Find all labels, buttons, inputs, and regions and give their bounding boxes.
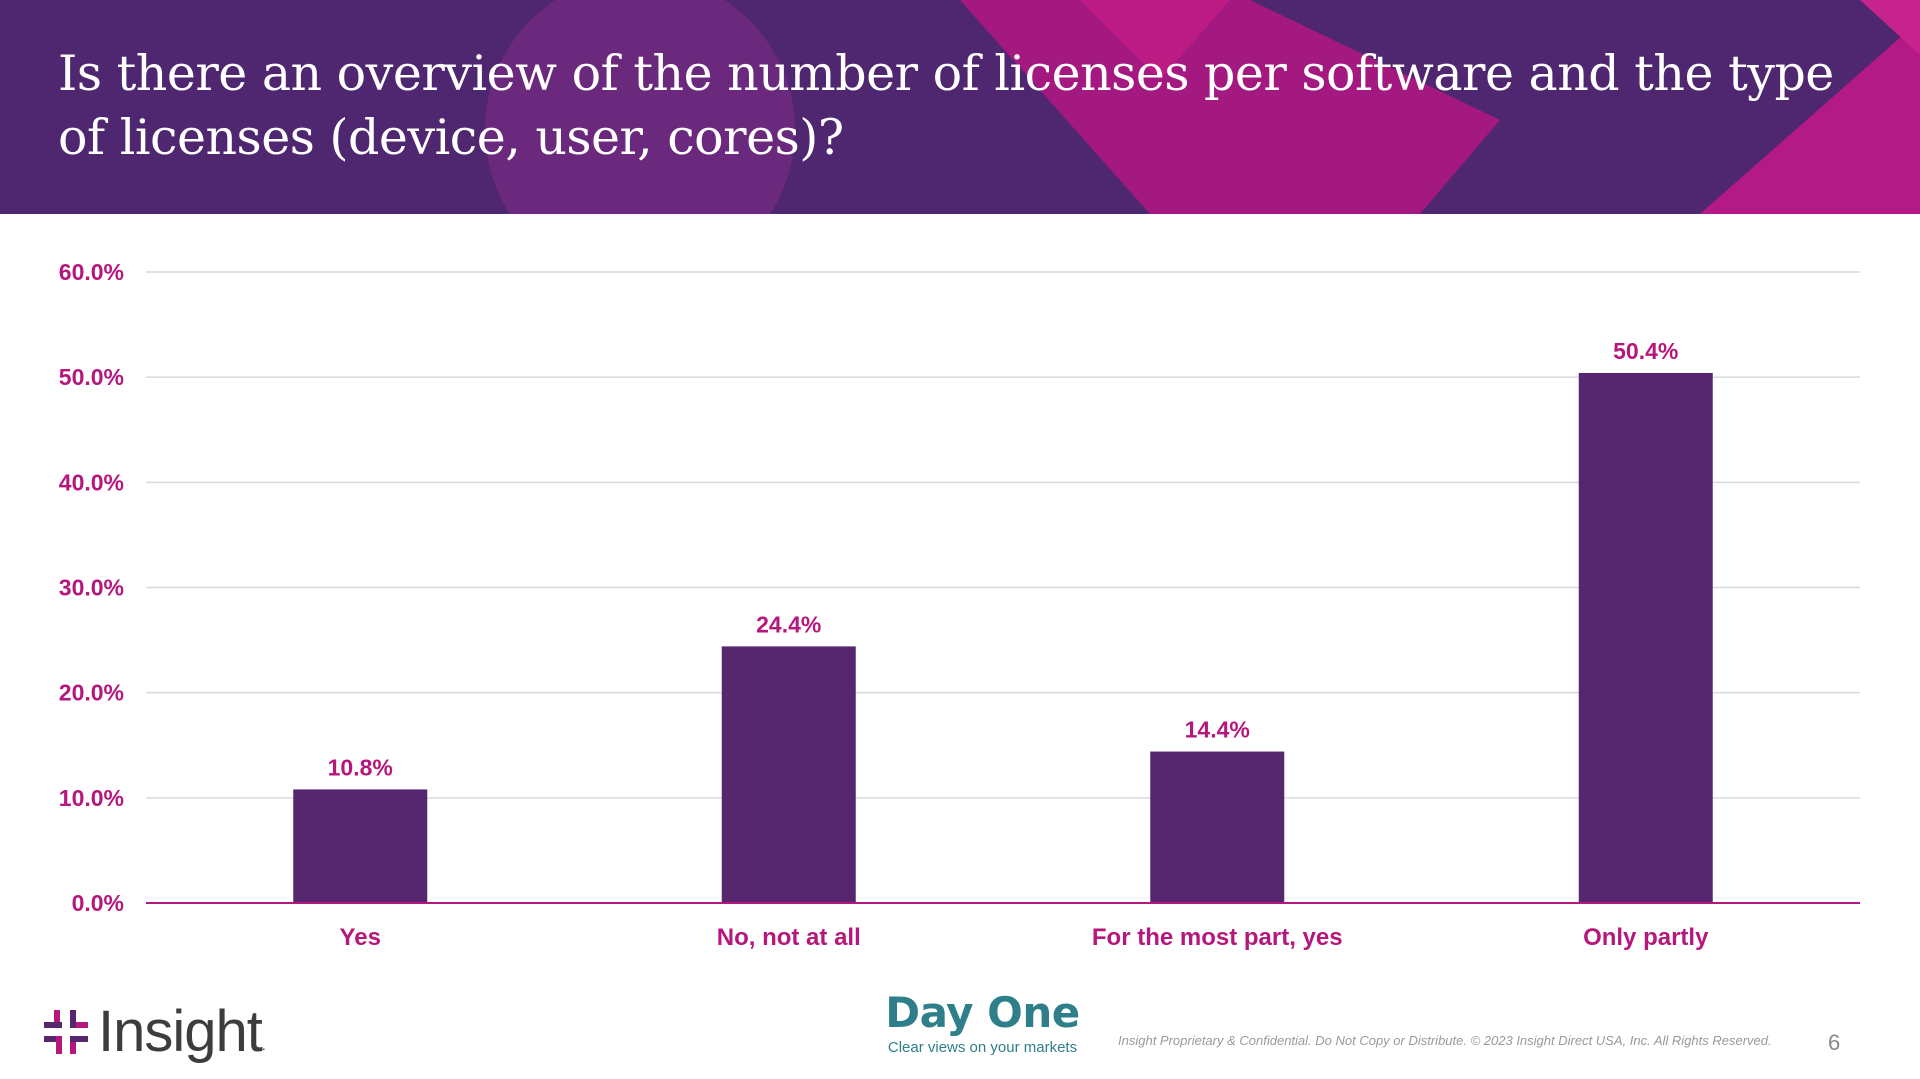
y-tick-label: 20.0% (59, 680, 124, 706)
x-tick-label: For the most part, yes (1092, 924, 1343, 951)
day-one-tagline: Clear views on your markets (887, 1039, 1078, 1056)
x-tick-label: Yes (340, 924, 381, 951)
page-number: 6 (1828, 1030, 1841, 1055)
insight-logo: Insight . (42, 1003, 266, 1061)
y-tick-label: 60.0% (59, 259, 124, 285)
data-label: 10.8% (328, 754, 393, 780)
x-tick-label: No, not at all (717, 924, 861, 951)
data-label: 50.4% (1613, 338, 1678, 364)
confidential-notice: Insight Proprietary & Confidential. Do N… (1118, 1033, 1772, 1048)
bar-chart: 0.0% 10.0% 20.0% 30.0% 40.0% 50.0% 60.0% 10.8% Y… (59, 259, 1860, 951)
title-banner: Is there an overview of the number of li… (0, 0, 1920, 214)
y-tick-label: 10.0% (59, 785, 124, 811)
bar (1578, 372, 1713, 903)
bar (721, 646, 856, 903)
logo-dot: . (261, 1037, 266, 1053)
y-tick-label: 40.0% (59, 469, 124, 495)
day-one-brand: Day One Clear views on your markets (880, 988, 1085, 1058)
bar (1150, 751, 1285, 903)
x-tick-label: Only partly (1583, 924, 1709, 951)
page-title: Is there an overview of the number of li… (58, 45, 1834, 166)
y-tick-label: 30.0% (59, 575, 124, 601)
insight-logo-icon (44, 1010, 88, 1054)
bar (293, 789, 428, 903)
data-label: 14.4% (1185, 717, 1250, 743)
data-label: 24.4% (756, 611, 821, 637)
banner-decoration (485, 0, 1920, 214)
day-one-title: Day One (885, 988, 1080, 1037)
y-tick-label: 50.0% (59, 364, 124, 390)
y-tick-label: 0.0% (72, 890, 124, 916)
logo-text: Insight (98, 999, 263, 1064)
